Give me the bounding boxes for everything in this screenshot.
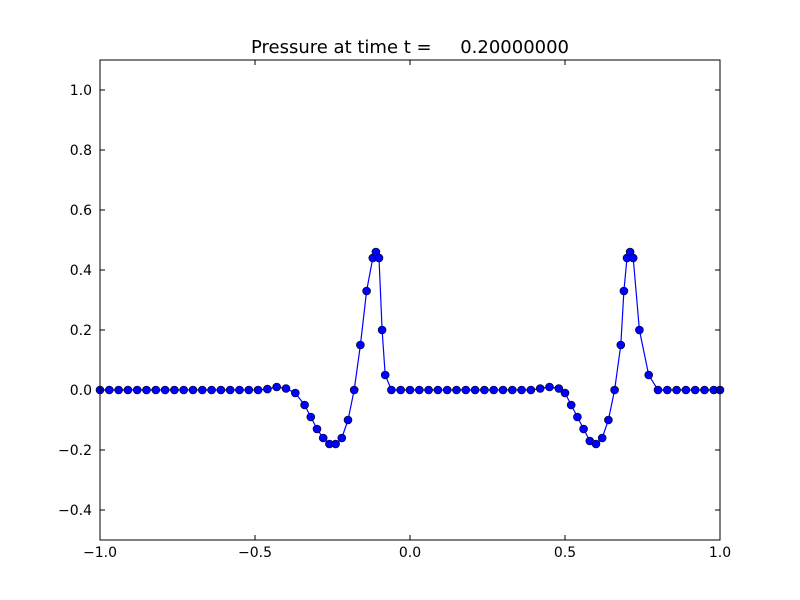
data-point xyxy=(123,385,133,395)
y-tick-label: 0.6 xyxy=(70,203,92,219)
data-point xyxy=(433,385,443,395)
data-point xyxy=(132,385,142,395)
data-point xyxy=(517,385,526,395)
y-tick-label: −0.2 xyxy=(58,443,92,459)
data-point xyxy=(414,385,424,395)
data-point xyxy=(114,385,123,395)
data-point xyxy=(489,385,499,395)
data-point xyxy=(207,385,216,395)
data-point xyxy=(628,253,638,263)
data-point xyxy=(653,385,663,395)
data-point xyxy=(142,385,151,395)
x-tick-label: 0.5 xyxy=(554,545,576,561)
data-point xyxy=(424,385,433,395)
data-point xyxy=(337,433,347,443)
data-point xyxy=(377,325,387,335)
data-point xyxy=(480,385,489,395)
data-point xyxy=(579,424,588,434)
data-point xyxy=(545,382,554,392)
data-point xyxy=(554,384,564,393)
data-point xyxy=(535,384,545,393)
data-point xyxy=(198,385,207,395)
data-point xyxy=(170,385,179,395)
data-point xyxy=(263,384,272,394)
data-point xyxy=(396,385,406,395)
data-point xyxy=(331,439,340,449)
data-point xyxy=(470,385,480,395)
data-point xyxy=(235,385,244,395)
data-point xyxy=(405,385,415,395)
data-point xyxy=(281,384,291,393)
y-tick-label: 0.8 xyxy=(70,143,92,159)
data-point xyxy=(616,340,626,350)
data-point xyxy=(573,412,582,422)
data-point xyxy=(635,325,644,335)
plot-area: −1.0 −0.5 0.0 0.5 1.0 −0.4 −0.2 0.0 0.2 0.4 0.6 0.8… xyxy=(58,59,731,561)
data-point xyxy=(560,388,570,398)
x-tick-label: 0.0 xyxy=(399,545,421,561)
data-point xyxy=(672,385,681,395)
data-point xyxy=(604,415,613,425)
y-tick-label: 0.2 xyxy=(70,323,92,339)
data-point xyxy=(380,370,390,380)
data-point xyxy=(160,385,170,395)
data-point xyxy=(597,433,607,443)
x-tick-label: −0.5 xyxy=(238,545,272,561)
data-point xyxy=(644,370,654,380)
data-point xyxy=(300,400,309,410)
data-point xyxy=(498,385,508,395)
data-point xyxy=(442,385,452,395)
data-point xyxy=(362,286,371,296)
x-tick-label: −1.0 xyxy=(83,545,117,561)
data-point xyxy=(225,385,235,395)
data-point xyxy=(566,400,576,410)
data-point xyxy=(318,433,328,443)
data-point xyxy=(179,385,188,395)
data-point xyxy=(610,385,619,395)
data-point xyxy=(343,415,353,425)
data-point xyxy=(374,253,384,263)
y-tick-label: 0.4 xyxy=(70,263,92,279)
data-point xyxy=(151,385,161,395)
data-point xyxy=(591,439,601,449)
data-point xyxy=(700,385,709,395)
x-tick-label: 1.0 xyxy=(709,545,731,561)
data-point xyxy=(619,286,629,296)
data-point xyxy=(452,385,461,395)
data-point xyxy=(253,385,263,395)
data-point xyxy=(356,340,365,350)
y-tick-label: −0.4 xyxy=(58,503,92,519)
y-tick-label: 0.0 xyxy=(70,383,92,399)
data-point xyxy=(244,385,254,395)
y-tick-label: 1.0 xyxy=(70,83,92,99)
chart-title: Pressure at time t = 0.20000000 xyxy=(251,37,569,58)
data-point xyxy=(312,424,322,434)
data-point xyxy=(349,385,359,395)
data-point xyxy=(387,385,396,395)
data-point xyxy=(272,382,282,392)
data-point xyxy=(507,385,517,395)
data-point xyxy=(461,385,471,395)
data-point xyxy=(290,388,300,398)
data-point xyxy=(681,385,691,395)
data-point xyxy=(690,385,700,395)
data-point xyxy=(662,385,672,395)
data-point xyxy=(105,385,114,395)
data-point xyxy=(526,385,536,395)
data-point xyxy=(306,412,316,422)
data-point xyxy=(188,385,198,395)
data-point xyxy=(216,385,226,395)
